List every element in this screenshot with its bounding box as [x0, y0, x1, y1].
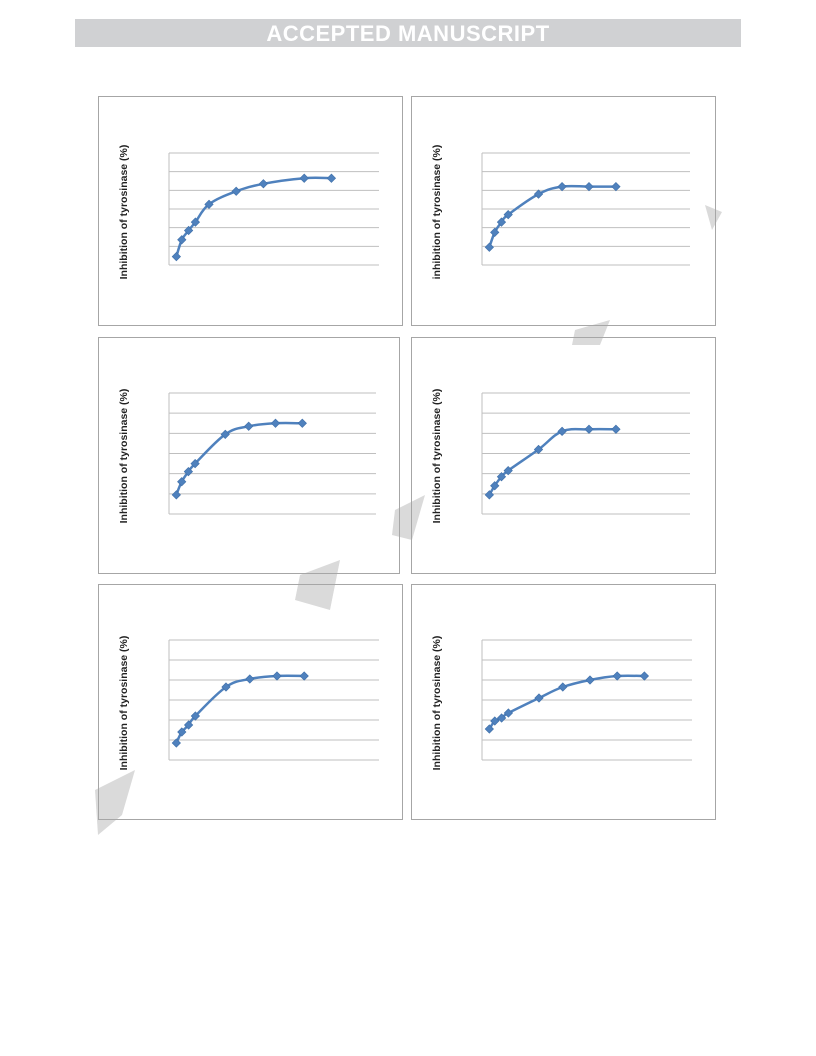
line-chart-2: inhibition of tyrosinase (%): [431, 145, 690, 280]
data-point-marker: [177, 477, 187, 487]
chart-panel-3: Inhibition of tyrosinase (%): [98, 337, 400, 574]
data-point-marker: [503, 708, 514, 718]
data-point-marker: [503, 209, 513, 220]
data-point-marker: [171, 490, 181, 500]
data-point-marker: [244, 421, 254, 431]
y-axis-label: Inhibition of tyrosinase (%): [118, 145, 130, 280]
data-point-marker: [533, 444, 544, 455]
data-point-marker: [490, 716, 500, 726]
data-point-marker: [612, 671, 622, 681]
data-series-line: [175, 674, 305, 744]
line-chart-4: Inhibition of tyrosinase (%): [431, 389, 690, 524]
data-point-marker: [326, 173, 337, 183]
line-chart-6: Inhibition of tyrosinase (%): [431, 636, 692, 771]
data-point-marker: [557, 426, 567, 436]
line-chart-5: Inhibition of tyrosinase (%): [118, 636, 379, 771]
data-point-marker: [183, 225, 194, 236]
data-point-marker: [220, 429, 230, 439]
data-point-marker: [270, 418, 281, 428]
data-point-marker: [190, 711, 201, 721]
data-point-marker: [585, 675, 595, 685]
data-point-marker: [190, 217, 201, 227]
y-axis-label: Inhibition of tyrosinase (%): [118, 636, 130, 771]
data-point-marker: [496, 472, 507, 482]
data-point-marker: [231, 186, 241, 196]
data-point-marker: [611, 424, 621, 434]
data-point-marker: [171, 251, 181, 262]
data-point-marker: [171, 738, 181, 748]
data-point-marker: [533, 189, 544, 199]
data-point-marker: [484, 242, 494, 252]
data-point-marker: [557, 181, 567, 192]
data-point-marker: [503, 466, 513, 476]
data-point-marker: [183, 467, 194, 477]
data-point-marker: [204, 199, 214, 209]
data-point-marker: [272, 671, 282, 681]
y-axis-label: Inhibition of tyrosinase (%): [118, 389, 130, 524]
accepted-manuscript-banner: ACCEPTED MANUSCRIPT: [75, 19, 741, 47]
data-point-marker: [221, 682, 231, 692]
chart-panel-4: Inhibition of tyrosinase (%): [411, 337, 716, 574]
data-point-marker: [490, 481, 500, 491]
data-point-marker: [177, 727, 187, 737]
data-point-marker: [496, 217, 507, 227]
data-point-marker: [299, 173, 309, 183]
chart-panel-6: Inhibition of tyrosinase (%): [411, 584, 716, 820]
y-axis-label: Inhibition of tyrosinase (%): [431, 636, 443, 771]
data-point-marker: [490, 227, 500, 237]
data-point-marker: [611, 181, 621, 192]
data-point-marker: [534, 693, 544, 703]
data-point-marker: [639, 671, 650, 681]
data-point-marker: [484, 490, 494, 500]
data-point-marker: [496, 713, 507, 723]
chart-panel-2: inhibition of tyrosinase (%): [411, 96, 716, 326]
data-point-marker: [297, 418, 307, 428]
data-point-marker: [584, 424, 594, 434]
data-point-marker: [299, 671, 309, 681]
data-series-line: [175, 176, 332, 257]
y-axis-label: Inhibition of tyrosinase (%): [431, 389, 443, 524]
data-point-marker: [177, 235, 187, 245]
y-axis-label: inhibition of tyrosinase (%): [431, 145, 443, 280]
data-point-marker: [245, 674, 255, 684]
data-point-marker: [183, 720, 194, 730]
data-series-line: [488, 427, 616, 496]
data-point-marker: [584, 181, 594, 192]
data-point-marker: [484, 724, 494, 734]
data-point-marker: [190, 458, 200, 469]
chart-panel-1: Inhibition of tyrosinase (%): [98, 96, 403, 326]
line-chart-3: Inhibition of tyrosinase (%): [118, 389, 376, 524]
chart-panel-5: Inhibition of tyrosinase (%): [98, 584, 403, 820]
data-point-marker: [558, 682, 568, 692]
data-series-line: [488, 674, 645, 730]
data-point-marker: [258, 179, 269, 189]
line-chart-1: Inhibition of tyrosinase (%): [118, 145, 379, 280]
